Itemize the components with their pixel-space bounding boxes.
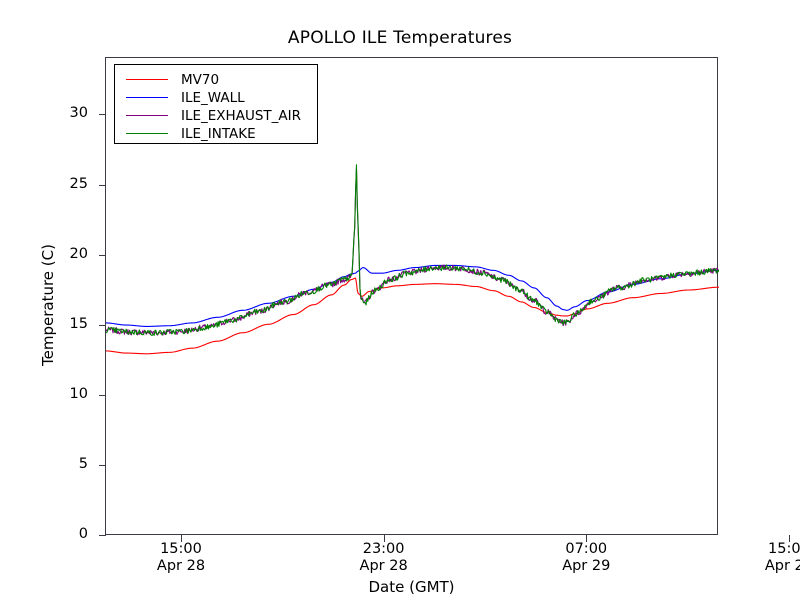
y-tick-mark	[99, 394, 106, 396]
series-lines	[106, 164, 719, 355]
x-tick-mark	[586, 535, 588, 542]
x-tick-time: 23:00	[362, 541, 405, 557]
legend-color-swatch	[126, 97, 168, 98]
x-tick-time: 15:00	[160, 541, 202, 557]
y-tick-label: 0	[78, 526, 88, 542]
x-tick-mark	[180, 535, 182, 542]
y-tick-label: 15	[69, 315, 88, 332]
series-line-ile_intake	[106, 164, 719, 336]
legend-label: ILE_INTAKE	[181, 125, 256, 142]
x-tick-label: 15:00 Apr 28	[121, 541, 241, 575]
x-tick-date: Apr 29	[562, 558, 611, 574]
y-tick-mark	[99, 464, 106, 466]
legend: MV70 ILE_WALL ILE_EXHAUST_AIR ILE_INTAKE	[114, 64, 318, 144]
x-tick-time: 07:00	[565, 541, 608, 557]
legend-item[interactable]: ILE_INTAKE	[115, 124, 319, 143]
y-axis-label: Temperature (C)	[39, 244, 57, 366]
legend-item[interactable]: ILE_WALL	[115, 88, 319, 107]
series-line-mv70	[106, 277, 719, 355]
legend-label: ILE_WALL	[181, 89, 245, 106]
y-tick-mark	[99, 324, 106, 326]
x-tick-label: 23:00 Apr 28	[324, 541, 444, 575]
legend-item[interactable]: MV70	[115, 70, 319, 89]
legend-label: MV70	[181, 71, 220, 88]
x-axis-label: Date (GMT)	[368, 578, 455, 596]
x-tick-label: 07:00 Apr 29	[526, 541, 646, 575]
legend-color-swatch	[126, 79, 168, 80]
y-tick-label: 5	[78, 455, 88, 472]
y-tick-label: 10	[69, 385, 88, 402]
legend-item[interactable]: ILE_EXHAUST_AIR	[115, 106, 319, 125]
y-tick-mark	[99, 184, 106, 186]
x-tick-mark	[788, 535, 790, 542]
legend-color-swatch	[126, 115, 168, 116]
x-tick-date: Apr 28	[359, 558, 408, 574]
x-tick-mark	[383, 535, 385, 542]
series-line-ile_exhaust_air	[106, 168, 719, 336]
series-line-ile_wall	[106, 264, 719, 327]
legend-label: ILE_EXHAUST_AIR	[181, 107, 301, 124]
y-tick-label: 20	[69, 245, 88, 262]
x-tick-time: 15:00	[768, 541, 800, 557]
chart-title: APOLLO ILE Temperatures	[287, 28, 513, 48]
y-tick-label: 25	[69, 175, 88, 192]
y-tick-mark	[99, 114, 106, 116]
y-tick-label: 30	[69, 105, 88, 122]
x-tick-date: Apr 29	[764, 558, 800, 574]
x-tick-date: Apr 28	[156, 558, 206, 574]
y-tick-mark	[99, 535, 106, 536]
legend-color-swatch	[126, 133, 168, 134]
y-tick-mark	[99, 254, 106, 256]
